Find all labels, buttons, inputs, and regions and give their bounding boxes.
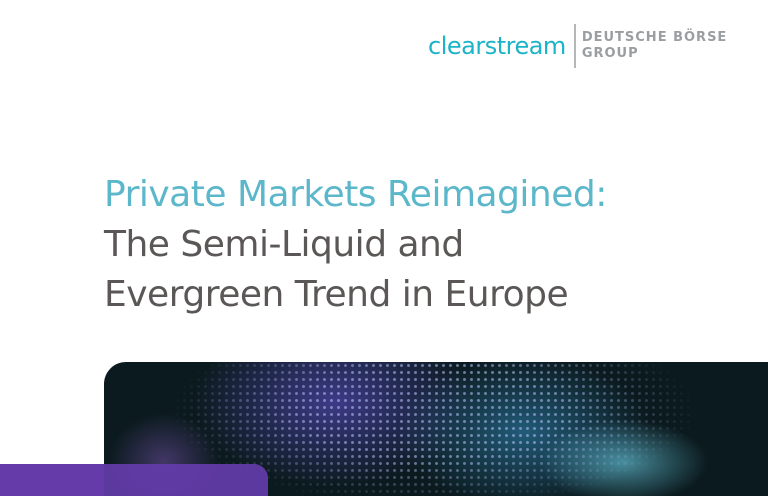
clearstream-logo: clearstream DEUTSCHE BÖRSE GROUP bbox=[428, 24, 727, 68]
logo-group-line1: DEUTSCHE BÖRSE bbox=[581, 30, 728, 45]
title-line-1: Private Markets Reimagined: bbox=[104, 174, 607, 215]
purple-band bbox=[0, 464, 268, 496]
hero-image bbox=[104, 362, 768, 496]
title-line-3: Evergreen Trend in Europe bbox=[104, 274, 569, 315]
page-title: Private Markets Reimagined: The Semi-Liq… bbox=[104, 170, 607, 320]
logo-brand: clearstream bbox=[428, 32, 566, 60]
logo-group-line2: GROUP bbox=[581, 46, 639, 61]
logo-group: DEUTSCHE BÖRSE GROUP bbox=[582, 30, 728, 62]
title-line-2: The Semi-Liquid and bbox=[104, 224, 464, 265]
logo-divider bbox=[573, 24, 576, 68]
